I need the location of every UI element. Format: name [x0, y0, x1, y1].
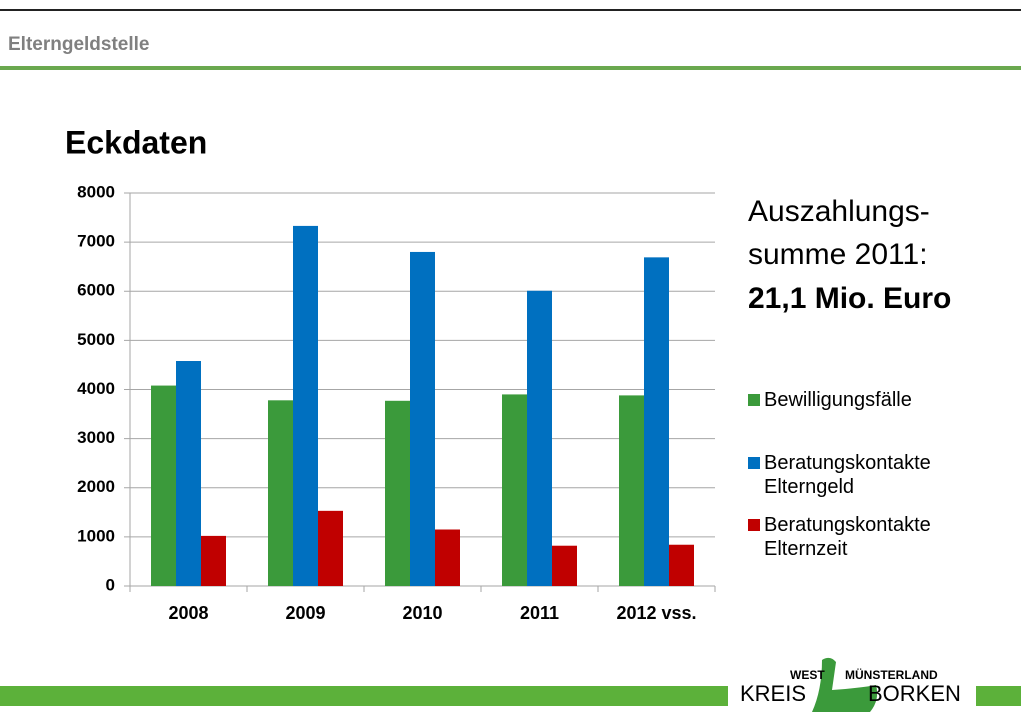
bar	[318, 510, 343, 586]
bar	[176, 361, 201, 586]
legend-swatch	[748, 394, 760, 406]
y-tick-label: 8000	[77, 182, 115, 201]
bar	[268, 400, 293, 586]
bar	[527, 290, 552, 586]
y-tick-label: 4000	[77, 379, 115, 398]
x-tick-label: 2011	[520, 603, 559, 623]
legend-item: Beratungskontakte Elterngeld	[748, 451, 973, 499]
bar	[619, 395, 644, 586]
y-tick-label: 1000	[77, 526, 115, 545]
legend-item: Beratungskontakte Elternzeit	[748, 513, 973, 561]
logo-text: BORKEN	[868, 681, 961, 706]
x-tick-label: 2008	[168, 603, 208, 623]
annotation: summe 2011:	[748, 238, 928, 271]
x-tick-label: 2010	[402, 603, 442, 623]
header-title: Elterngeldstelle	[8, 34, 150, 55]
bar	[669, 544, 694, 586]
logo-text: WEST	[790, 668, 825, 682]
bar	[435, 529, 460, 586]
legend-item: Bewilligungsfälle	[748, 388, 973, 412]
y-tick-label: 3000	[77, 428, 115, 447]
logo-mark	[812, 657, 878, 712]
y-tick-label: 6000	[77, 281, 115, 300]
bar	[151, 385, 176, 586]
legend-label: Beratungskontakte Elterngeld	[764, 452, 931, 498]
bar	[410, 251, 435, 586]
bar	[293, 225, 318, 586]
legend-label: Bewilligungsfälle	[764, 389, 912, 411]
bar	[201, 535, 226, 586]
legend-label: Beratungskontakte Elternzeit	[764, 514, 931, 560]
bar	[385, 400, 410, 586]
footer-bar	[976, 686, 1021, 706]
bar	[502, 394, 527, 586]
bar	[644, 257, 669, 586]
header-rule	[0, 66, 1021, 70]
logo-text: KREIS	[740, 681, 806, 706]
legend-swatch	[748, 519, 760, 531]
bar	[552, 545, 577, 586]
y-tick-label: 2000	[77, 477, 115, 496]
y-tick-label: 0	[106, 575, 115, 594]
annotation: Auszahlungs-	[748, 195, 930, 228]
y-tick-label: 5000	[77, 330, 115, 349]
annotation: 21,1 Mio. Euro	[748, 282, 952, 315]
legend-swatch	[748, 457, 760, 469]
logo-text: MÜNSTERLAND	[845, 667, 938, 682]
x-tick-label: 2012 vss.	[616, 603, 696, 623]
chart-title: Eckdaten	[65, 124, 207, 160]
x-tick-label: 2009	[285, 603, 325, 623]
footer-bar	[0, 686, 728, 706]
y-tick-label: 7000	[77, 232, 115, 251]
